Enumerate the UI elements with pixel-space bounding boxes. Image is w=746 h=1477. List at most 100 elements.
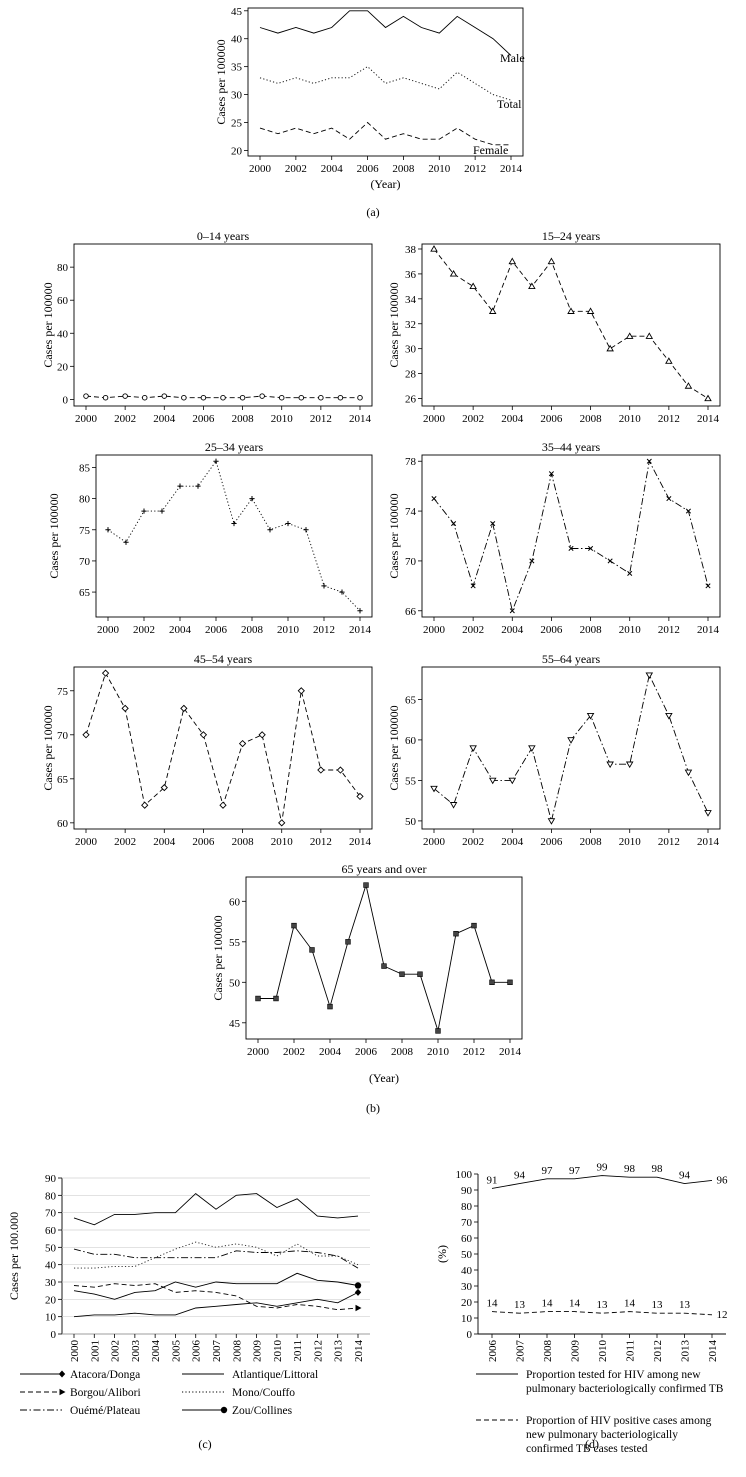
data-point [102, 394, 109, 401]
data-point [357, 394, 363, 401]
data-label: 13 [597, 1299, 609, 1311]
x-tick-label: 2014 [697, 624, 720, 636]
y-axis-label: Cases per 100000 [387, 705, 401, 790]
x-tick-label: 2012 [658, 624, 680, 636]
x-tick-label: 2010 [619, 624, 642, 636]
y-tick-label: 55 [229, 937, 241, 949]
data-point [488, 307, 497, 314]
data-label: 13 [679, 1299, 691, 1311]
x-tick-label: 2002 [133, 624, 155, 636]
data-point [255, 995, 261, 1002]
data-point [267, 527, 273, 533]
data-label: 96 [717, 1174, 729, 1186]
data-point [105, 527, 111, 533]
data-point [231, 520, 237, 527]
data-point [291, 922, 297, 929]
data-point [336, 766, 345, 774]
x-tick-label: 2002 [285, 163, 307, 175]
x-tick-label: 2012 [310, 836, 332, 848]
panel-title: 0–14 years [197, 229, 250, 243]
data-point [529, 558, 535, 564]
series-line-0 [258, 883, 510, 1032]
x-tick-label: 2010 [428, 163, 451, 175]
data-point [704, 394, 712, 402]
y-tick-label: 70 [405, 556, 417, 568]
data-point [297, 687, 305, 695]
x-tick-label: 2006 [540, 624, 563, 636]
y-axis-label: Cases per 100.000 [7, 1212, 21, 1300]
x-axis-label: (Year) [370, 177, 400, 191]
data-point [431, 496, 437, 502]
caption-b: (b) [366, 1101, 380, 1115]
x-tick-label: 2011 [292, 1340, 304, 1362]
data-point [645, 332, 654, 339]
data-point [469, 282, 477, 290]
data-point [259, 393, 265, 399]
data-point [219, 801, 227, 809]
x-tick-label: 2014 [349, 624, 372, 636]
y-tick-label: 40 [45, 1260, 57, 1272]
chart-panel-b3: 65 70 75 80 85 2000 2002 2004 2006 2008 2010 2012 20… [47, 440, 373, 636]
data-point [528, 282, 536, 290]
y-tick-label: 40 [231, 34, 243, 46]
x-tick-label: 2007 [211, 1340, 223, 1363]
x-tick-label: 2004 [153, 413, 176, 425]
data-point [318, 394, 324, 401]
data-point [122, 393, 128, 399]
data-point [141, 508, 147, 514]
data-point [705, 583, 711, 589]
series-line-proportion-of-hiv-positive-cases-among-new-pulmonary-bacteriologically-confirmed-tb-cases-tested [491, 1311, 713, 1316]
data-label: 94 [514, 1170, 526, 1182]
y-axis-label: Cases per 100000 [214, 39, 228, 124]
chart-panel-b2: 26 28 30 32 34 36 38 2000 2002 2004 2006 2008 2010 20… [387, 229, 721, 425]
x-tick-label: 2010 [427, 1046, 450, 1058]
chart-panel-c: 0 10 20 30 40 50 60 70 80 90 2000 2001 2002 2003 2004 2… [7, 1173, 370, 1362]
x-tick-label: 2002 [114, 836, 136, 848]
x-tick-label: 2000 [249, 163, 272, 175]
x-tick-label: 2010 [271, 836, 294, 848]
y-tick-label: 60 [57, 295, 69, 307]
x-tick-label: 2010 [619, 836, 642, 848]
data-point [303, 527, 309, 533]
y-tick-label: 10 [45, 1312, 57, 1324]
legend-marker [59, 1388, 66, 1396]
x-tick-label: 2004 [501, 836, 524, 848]
x-tick-label: 2014 [349, 836, 372, 848]
data-label: 98 [624, 1163, 636, 1175]
data-label: 12 [717, 1309, 728, 1321]
data-point [195, 483, 201, 489]
data-point [249, 496, 255, 502]
data-label: 97 [542, 1165, 554, 1177]
data-label: 91 [487, 1174, 498, 1186]
data-point [123, 539, 129, 545]
data-point [200, 394, 207, 401]
chart-panel-b1: 0 20 40 60 80 2000 2002 2004 2006 2008 2010 2012 201… [41, 229, 373, 425]
series-line-female [259, 121, 511, 146]
x-tick-label: 2012 [313, 624, 335, 636]
legend-entry: Ouémé/Plateau [70, 1405, 141, 1417]
series-line-zou-collines [73, 1272, 359, 1300]
x-tick-label: 2009 [252, 1340, 264, 1363]
data-point [488, 777, 497, 785]
data-point [665, 357, 673, 364]
data-point [220, 394, 226, 401]
x-tick-label: 2002 [114, 413, 136, 425]
y-tick-label: 40 [461, 1265, 473, 1277]
panel-title: 55–64 years [542, 652, 601, 666]
y-tick-label: 25 [231, 117, 243, 129]
data-point [160, 783, 168, 792]
legend-entry: Zou/Collines [232, 1405, 293, 1417]
y-tick-label: 34 [405, 294, 417, 306]
x-tick-label: 2014 [499, 1046, 522, 1058]
chart-panel-b4: 66 70 74 78 2000 2002 2004 2006 2008 2010 2012 2014… [387, 440, 721, 636]
x-tick-label: 2006 [487, 1340, 499, 1363]
chart-panel-d: 0 10 20 30 40 50 60 70 80 90 100 2006 2007 2008 2009 20… [435, 1162, 728, 1362]
data-point [646, 458, 652, 464]
data-point [417, 971, 423, 977]
data-point [337, 394, 344, 401]
data-point [399, 971, 405, 977]
x-tick-label: 2000 [75, 836, 98, 848]
data-label: 14 [542, 1298, 554, 1310]
data-label: 99 [597, 1162, 609, 1174]
y-tick-label: 65 [79, 587, 91, 599]
